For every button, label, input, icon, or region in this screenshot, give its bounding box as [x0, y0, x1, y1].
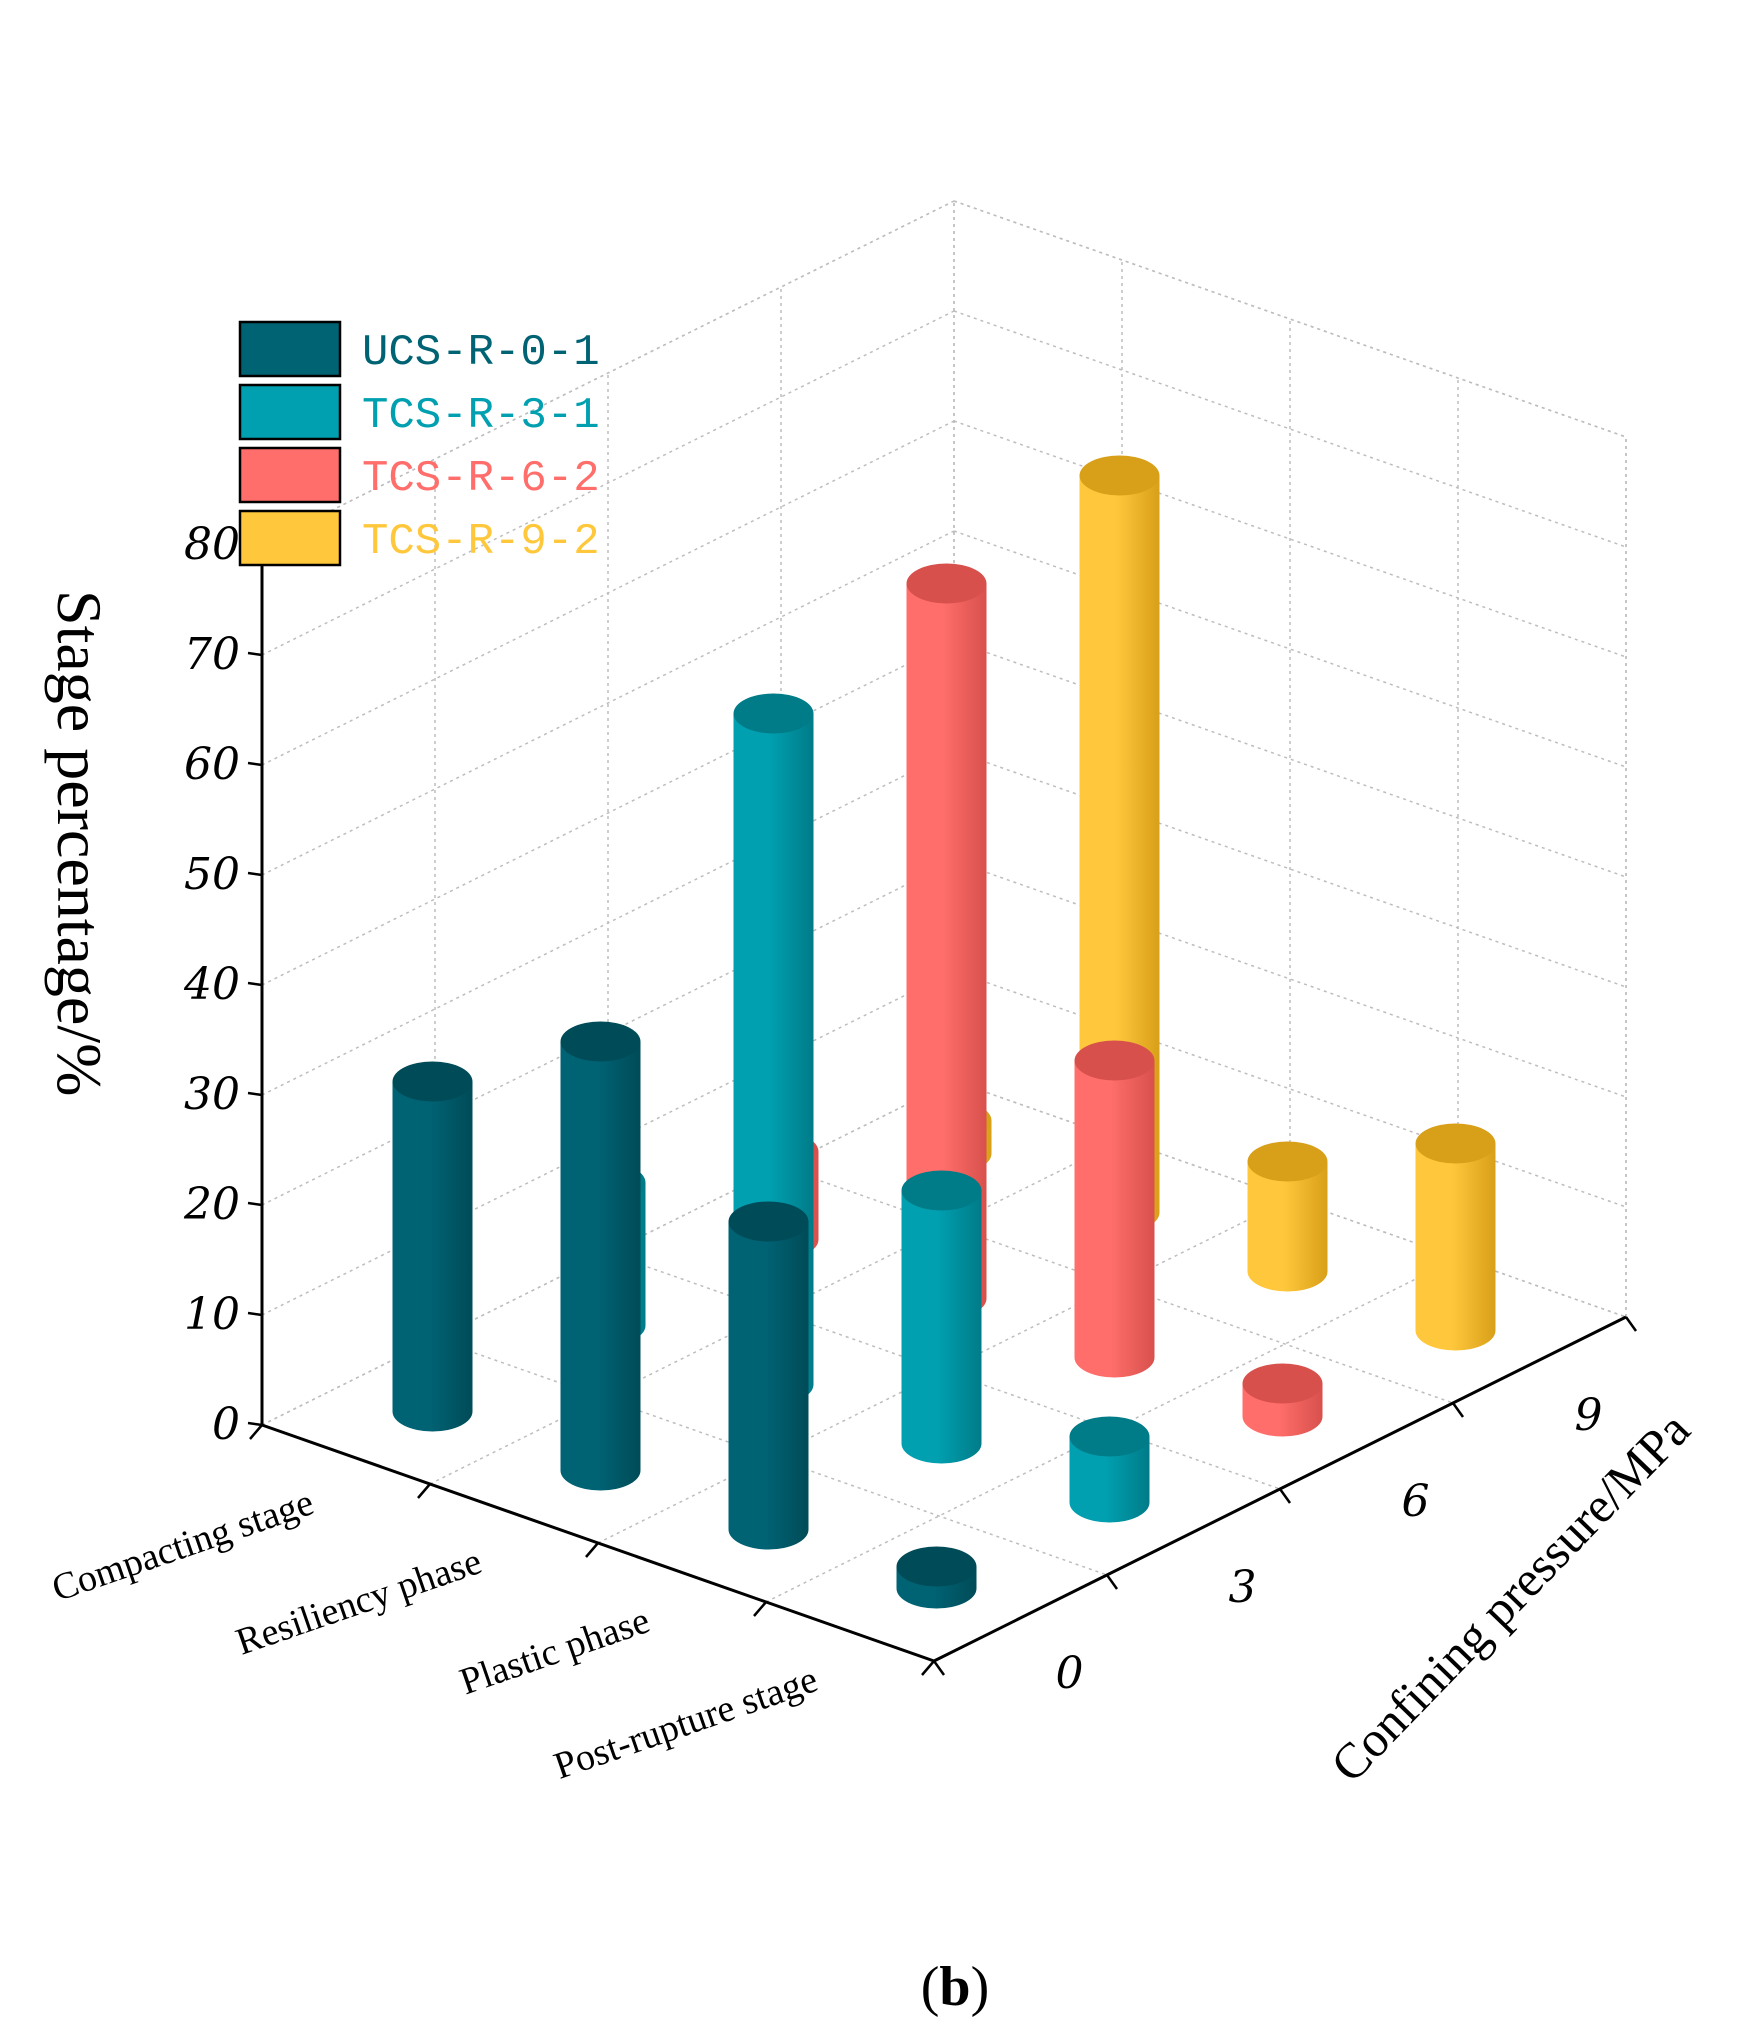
y-tick	[1105, 1574, 1119, 1590]
bar-top	[560, 1021, 641, 1062]
bar-TCS-R-6-2-2	[1074, 1040, 1155, 1378]
bar-top	[1069, 1416, 1150, 1457]
z-tick-label: 80	[184, 519, 240, 570]
y-tick	[932, 1660, 946, 1676]
bar-UCS-R-0-1-0	[392, 1061, 473, 1432]
bar-body	[1074, 1060, 1155, 1378]
bar-body	[906, 583, 987, 1319]
bar-body	[392, 1081, 473, 1432]
legend: UCS-R-0-1 TCS-R-3-1 TCS-R-6-2 TCS-R-9-2	[238, 320, 600, 567]
bar-body	[560, 1041, 641, 1491]
y-tick	[1624, 1316, 1638, 1332]
bar-body	[728, 1221, 809, 1550]
z-tick	[247, 1091, 263, 1097]
side-wall-gridline	[261, 530, 955, 876]
x-tick	[249, 1424, 263, 1440]
legend-swatch	[238, 446, 342, 504]
frame-top	[261, 200, 955, 546]
z-tick	[247, 1421, 263, 1427]
legend-swatch	[238, 509, 342, 567]
bar-top	[728, 1201, 809, 1242]
legend-swatch	[238, 383, 342, 441]
x-tick	[921, 1660, 935, 1676]
z-tick	[247, 761, 263, 767]
bar-body	[1247, 1161, 1328, 1292]
y-tick-label: 6	[1402, 1476, 1430, 1527]
bar-top	[1079, 455, 1160, 496]
bar-body	[1069, 1436, 1150, 1523]
z-tick	[247, 871, 263, 877]
bar-top	[1247, 1141, 1328, 1182]
bar-body	[1415, 1143, 1496, 1351]
legend-label: TCS-R-3-1	[362, 391, 600, 441]
bar-UCS-R-0-1-1	[560, 1021, 641, 1491]
y-tick-label: 3	[1229, 1562, 1257, 1613]
bar-TCS-R-3-1-2	[901, 1170, 982, 1464]
bar-TCS-R-3-1-3	[1069, 1416, 1150, 1523]
category-label: Resiliency phase	[231, 1540, 487, 1663]
legend-label: TCS-R-6-2	[362, 454, 600, 504]
z-tick	[247, 1201, 263, 1207]
legend-swatch	[238, 320, 342, 378]
bar-TCS-R-9-2-3	[1415, 1123, 1496, 1351]
caption-open: (	[921, 1956, 940, 2018]
bar-top	[896, 1546, 977, 1587]
x-tick	[585, 1542, 599, 1558]
legend-label: TCS-R-9-2	[362, 517, 600, 567]
bar-TCS-R-9-2-2	[1247, 1141, 1328, 1292]
y-tick	[1278, 1488, 1292, 1504]
caption-letter: b	[939, 1956, 970, 2018]
bar-layer	[392, 455, 1496, 1609]
bar-TCS-R-6-2-1	[906, 563, 987, 1319]
z-tick-label: 30	[184, 1069, 240, 1120]
bar-TCS-R-6-2-3	[1242, 1363, 1323, 1437]
y-axis-title: Confining pressure/MPa	[1320, 1401, 1701, 1793]
figure-caption: (b)	[921, 1956, 989, 2018]
category-label: Compacting stage	[47, 1481, 319, 1610]
legend-label: UCS-R-0-1	[362, 328, 600, 378]
frame-top	[953, 200, 1627, 438]
y-tick-label: 9	[1575, 1390, 1603, 1441]
bar-top	[1074, 1040, 1155, 1081]
x-tick	[753, 1601, 767, 1617]
z-tick	[247, 651, 263, 657]
z-tick-label: 70	[184, 629, 240, 680]
y-tick-label: 0	[1056, 1648, 1084, 1699]
bar-top	[733, 693, 814, 734]
z-tick	[247, 1311, 263, 1317]
bar-top	[901, 1170, 982, 1211]
bar-body	[901, 1190, 982, 1464]
bar-top	[1415, 1123, 1496, 1164]
category-label: Plastic phase	[455, 1599, 655, 1703]
bar-top	[906, 563, 987, 604]
z-tick-label: 20	[183, 1179, 240, 1230]
z-axis-title: Stage percentage/%	[44, 590, 115, 1096]
z-tick-label: 60	[184, 739, 240, 790]
z-tick-label: 50	[184, 849, 240, 900]
z-tick-label: 0	[212, 1399, 240, 1450]
x-tick	[417, 1483, 431, 1499]
category-label: Post-rupture stage	[549, 1658, 823, 1787]
side-wall-gridline	[261, 640, 955, 986]
bar-UCS-R-0-1-2	[728, 1201, 809, 1550]
bar-UCS-R-0-1-3	[896, 1546, 977, 1609]
y-tick	[1451, 1402, 1465, 1418]
bar-top	[1242, 1363, 1323, 1404]
z-tick-label: 10	[184, 1289, 240, 1340]
caption-close: )	[971, 1956, 990, 2018]
z-tick	[247, 981, 263, 987]
z-tick-label: 40	[183, 959, 240, 1010]
bar-top	[392, 1061, 473, 1102]
